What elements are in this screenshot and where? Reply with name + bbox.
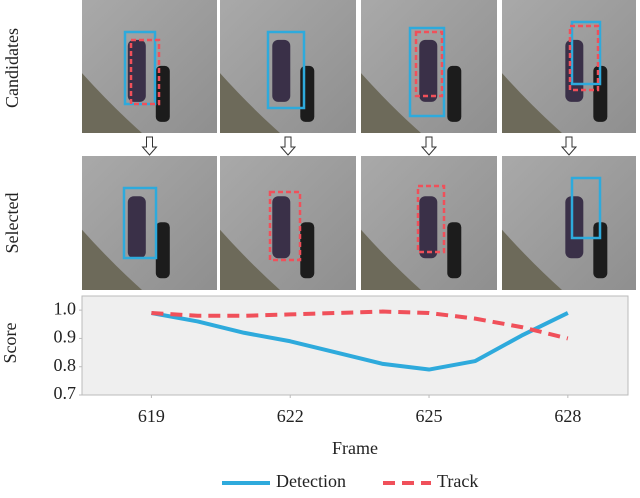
person <box>300 65 315 122</box>
bounding-box <box>570 20 602 86</box>
bounding-box <box>129 38 161 106</box>
photo-lawn <box>361 229 421 290</box>
person <box>155 222 170 279</box>
photo-lawn <box>82 73 142 133</box>
x-tick-label: 628 <box>554 406 581 426</box>
photo-lawn <box>220 73 280 133</box>
person <box>565 196 584 259</box>
row-label: Selected <box>2 193 22 254</box>
y-tick-label: 1.0 <box>54 298 77 318</box>
bounding-box <box>570 176 602 240</box>
photo-lawn <box>502 73 562 133</box>
person <box>127 39 146 102</box>
legend-label: Track <box>437 471 478 491</box>
bounding-box <box>568 24 600 92</box>
photo-lawn <box>220 229 280 290</box>
person <box>300 222 315 279</box>
down-arrow <box>279 136 297 156</box>
x-tick-label: 619 <box>138 406 165 426</box>
person <box>272 196 291 259</box>
x-tick-label: 625 <box>416 406 443 426</box>
person <box>447 65 462 122</box>
x-axis-label: Frame <box>332 438 378 458</box>
row-label: Candidates <box>2 28 22 108</box>
down-arrow <box>420 136 438 156</box>
photo-lawn <box>82 229 142 290</box>
photo-grid <box>82 0 636 290</box>
down-arrow <box>560 136 578 156</box>
down-arrow <box>141 136 158 156</box>
plot-area <box>81 295 629 396</box>
y-tick-label: 0.7 <box>54 383 77 403</box>
y-tick-label: 0.8 <box>54 355 77 375</box>
person <box>127 196 146 259</box>
y-tick-label: 0.9 <box>54 327 77 347</box>
bounding-box <box>123 30 157 106</box>
bounding-box <box>408 26 446 118</box>
legend-label: Detection <box>276 471 346 491</box>
bounding-box <box>414 30 444 98</box>
person <box>419 196 438 259</box>
bounding-box <box>122 186 158 260</box>
bounding-box <box>268 190 302 262</box>
photo-lawn <box>361 73 421 133</box>
photo-lawn <box>502 229 562 290</box>
person <box>565 39 584 102</box>
bounding-box <box>266 30 306 110</box>
bounding-box <box>416 184 446 254</box>
x-tick-label: 622 <box>277 406 304 426</box>
person <box>272 39 291 102</box>
series-line <box>151 309 569 341</box>
person <box>419 39 438 102</box>
person <box>593 222 608 279</box>
y-axis-label: Score <box>0 322 20 363</box>
series-line <box>151 311 569 372</box>
person <box>447 222 462 279</box>
